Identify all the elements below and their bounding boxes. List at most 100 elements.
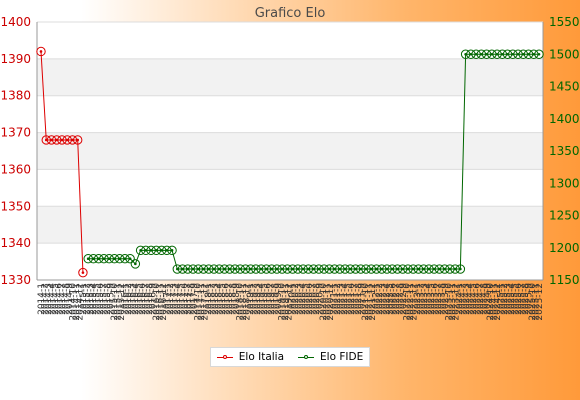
x-tick-label: 2022-3 bbox=[378, 283, 388, 315]
data-point bbox=[78, 267, 88, 278]
left-axis-tick-label: 1340 bbox=[0, 236, 31, 250]
x-tick-label: 2022-10 bbox=[403, 283, 413, 321]
x-tick-label: 2019-9 bbox=[274, 283, 284, 315]
legend-swatch-elo-italia bbox=[216, 353, 233, 361]
x-tick-label: 2018-12 bbox=[242, 283, 252, 321]
legend-swatch-elo-fide bbox=[298, 353, 315, 361]
x-tick-label: 2019-2 bbox=[249, 283, 259, 315]
x-tick-label: 2016-12 bbox=[159, 283, 169, 321]
x-tick-label: 2024-11 bbox=[490, 283, 500, 321]
data-point-center bbox=[134, 262, 137, 266]
legend-label-elo-italia: Elo Italia bbox=[238, 351, 285, 363]
x-tick-label: 2015-6 bbox=[96, 283, 106, 315]
x-tick-label: 2024-3 bbox=[462, 283, 472, 315]
x-tick-label: 2015-1 bbox=[79, 283, 89, 315]
data-point bbox=[167, 245, 177, 256]
data-point bbox=[534, 49, 544, 59]
data-point-center bbox=[128, 257, 132, 261]
x-tick-label: 2025-12 bbox=[535, 283, 545, 321]
x-tick-label: 2023-6 bbox=[431, 283, 441, 315]
x-tick-label: 2023-9 bbox=[441, 283, 451, 315]
x-tick-label: 2014-9 bbox=[65, 283, 75, 315]
x-tick-label: 2023-7 bbox=[434, 283, 444, 315]
x-tick-label: 2021-6 bbox=[347, 283, 357, 315]
x-tick-label: 2020-9 bbox=[316, 283, 326, 315]
x-tick-label: 2014-10 bbox=[68, 283, 78, 321]
x-tick-label: 2014-1 bbox=[37, 283, 47, 315]
x-tick-label: 2022-2 bbox=[375, 283, 385, 315]
data-point-center bbox=[39, 50, 43, 53]
left-axis-tick-label: 1400 bbox=[0, 15, 31, 29]
x-tick-label: 2024-9 bbox=[483, 283, 493, 315]
x-tick-label: 2017-8 bbox=[187, 283, 197, 315]
x-tick-label: 2014-3 bbox=[44, 283, 54, 315]
x-tick-label: 2019-6 bbox=[263, 283, 273, 315]
x-tick-label: 2024-6 bbox=[472, 283, 482, 315]
x-tick-label: 2022-11 bbox=[406, 283, 416, 321]
right-axis-tick-label: 1300 bbox=[549, 176, 580, 190]
x-tick-label: 2024-8 bbox=[479, 283, 489, 315]
x-tick-label: 2023-8 bbox=[437, 283, 447, 315]
x-tick-label: 2018-8 bbox=[229, 283, 239, 315]
x-tick-label: 2024-10 bbox=[486, 283, 496, 321]
data-point-center bbox=[537, 52, 541, 56]
right-axis-tick-label: 1450 bbox=[549, 80, 580, 94]
x-tick-label: 2017-10 bbox=[194, 283, 204, 321]
chart-title: Grafico Elo bbox=[255, 6, 326, 21]
data-point bbox=[36, 46, 46, 57]
x-tick-label: 2016-2 bbox=[124, 283, 134, 315]
data-point bbox=[125, 254, 135, 264]
x-tick-label: 2022-1 bbox=[371, 283, 381, 315]
x-tick-label: 2014-12 bbox=[75, 283, 85, 321]
x-tick-label: 2015-11 bbox=[114, 283, 124, 321]
right-axis-tick-label: 1350 bbox=[549, 144, 580, 158]
x-tick-label: 2023-2 bbox=[417, 283, 427, 315]
x-tick-label: 2016-3 bbox=[128, 283, 138, 315]
x-tick-label: 2020-5 bbox=[302, 283, 312, 315]
x-tick-label: 2023-3 bbox=[420, 283, 430, 315]
grid-band bbox=[37, 206, 543, 244]
x-tick-label: 2015-4 bbox=[89, 283, 99, 315]
x-tick-label: 2020-1 bbox=[288, 283, 298, 315]
x-tick-label: 2014-5 bbox=[51, 283, 61, 315]
x-tick-label: 2023-12 bbox=[451, 283, 461, 321]
x-tick-label: 2018-7 bbox=[225, 283, 235, 315]
x-tick-label: 2015-8 bbox=[103, 283, 113, 315]
grid-band bbox=[37, 132, 543, 170]
data-point-center bbox=[76, 138, 79, 142]
x-tick-label: 2016-8 bbox=[145, 283, 155, 315]
x-tick-label: 2014-8 bbox=[61, 283, 71, 315]
x-tick-label: 2015-5 bbox=[93, 283, 103, 315]
x-tick-label: 2016-1 bbox=[121, 283, 131, 315]
data-point-center bbox=[459, 267, 462, 271]
x-tick-label: 2021-2 bbox=[333, 283, 343, 315]
x-tick-label: 2020-8 bbox=[312, 283, 322, 315]
left-axis-tick-label: 1360 bbox=[0, 162, 31, 176]
x-tick-label: 2017-12 bbox=[201, 283, 211, 321]
grid-band bbox=[37, 58, 543, 96]
legend-item-elo-fide: Elo FIDE bbox=[298, 351, 363, 363]
x-tick-label: 2025-6 bbox=[514, 283, 524, 315]
left-axis-tick-label: 1370 bbox=[0, 126, 31, 140]
x-tick-label: 2015-9 bbox=[107, 283, 117, 315]
x-tick-label: 2019-1 bbox=[246, 283, 256, 315]
x-tick-label: 2022-12 bbox=[410, 283, 420, 321]
x-tick-label: 2016-11 bbox=[155, 283, 165, 321]
legend-label-elo-fide: Elo FIDE bbox=[320, 351, 364, 363]
x-tick-label: 2020-3 bbox=[295, 283, 305, 315]
x-tick-label: 2024-7 bbox=[476, 283, 486, 315]
x-tick-label: 2016-7 bbox=[141, 283, 151, 315]
x-tick-label: 2015-2 bbox=[82, 283, 92, 315]
data-point bbox=[72, 135, 83, 145]
x-tick-label: 2016-9 bbox=[148, 283, 158, 315]
x-tick-label: 2021-10 bbox=[361, 283, 371, 321]
x-tick-label: 2019-3 bbox=[253, 283, 263, 315]
x-tick-label: 2022-6 bbox=[389, 283, 399, 315]
x-tick-label: 2023-10 bbox=[444, 283, 454, 321]
x-tick-label: 2024-12 bbox=[493, 283, 503, 321]
x-tick-label: 2015-12 bbox=[117, 283, 127, 321]
x-tick-label: 2020-6 bbox=[305, 283, 315, 315]
left-axis-tick-label: 1330 bbox=[0, 273, 31, 287]
x-tick-label: 2021-7 bbox=[350, 283, 360, 315]
x-tick-label: 2021-11 bbox=[364, 283, 374, 321]
